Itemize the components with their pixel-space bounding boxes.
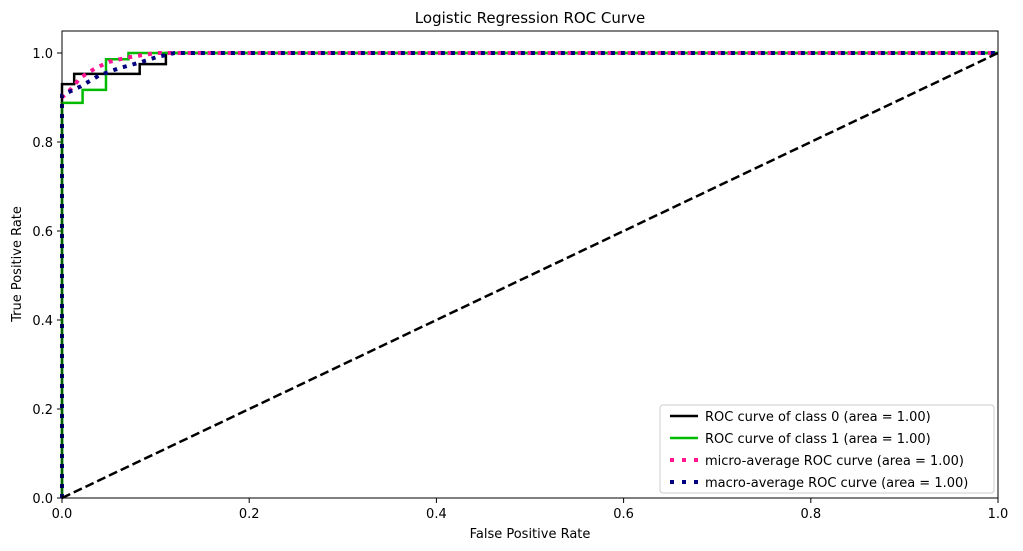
legend-label: ROC curve of class 1 (area = 1.00): [705, 432, 931, 447]
series-line-4: [61, 51, 999, 500]
x-tick-label: 0.0: [52, 507, 73, 522]
series-line-0: [60, 51, 998, 498]
y-tick-label: 0.0: [32, 492, 53, 507]
x-tick-label: 0.4: [426, 507, 447, 522]
legend-label: macro-average ROC curve (area = 1.00): [705, 476, 968, 491]
legend-label: ROC curve of class 0 (area = 1.00): [705, 410, 931, 425]
legend: ROC curve of class 0 (area = 1.00) ROC cu…: [659, 404, 995, 494]
y-tick-label: 1.0: [32, 47, 53, 62]
x-axis-label: False Positive Rate: [470, 527, 591, 542]
y-tick-label: 0.2: [32, 403, 53, 418]
x-tick-label: 0.6: [613, 507, 634, 522]
x-tick-label: 0.8: [800, 507, 821, 522]
y-axis-label: True Positive Rate: [10, 206, 25, 323]
plot-frame: [61, 30, 999, 499]
chart-title: Logistic Regression ROC Curve: [415, 9, 645, 27]
y-tick-label: 0.4: [32, 314, 53, 329]
series-line-1: [60, 51, 998, 498]
legend-label: micro-average ROC curve (area = 1.00): [705, 454, 964, 469]
x-tick-label: 0.2: [239, 507, 260, 522]
x-tick-label: 1.0: [988, 507, 1009, 522]
y-tick-label: 0.8: [32, 136, 53, 151]
y-tick-label: 0.6: [32, 225, 53, 240]
